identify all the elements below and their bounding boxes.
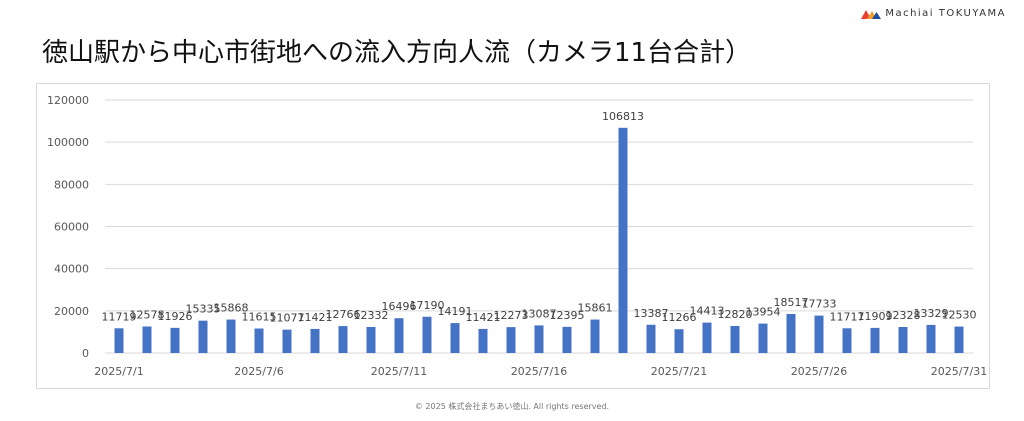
brand-mountains-icon bbox=[861, 9, 882, 19]
brand-peak-blue bbox=[872, 11, 882, 19]
data-label: 11719 bbox=[102, 310, 137, 323]
data-label: 13329 bbox=[914, 307, 949, 320]
data-label: 14191 bbox=[438, 305, 473, 318]
data-label: 12273 bbox=[494, 309, 529, 322]
x-tick-label: 2025/7/6 bbox=[234, 365, 283, 378]
data-label: 12395 bbox=[550, 309, 585, 322]
data-label: 15868 bbox=[214, 302, 249, 315]
bar bbox=[226, 319, 236, 353]
data-label: 11421 bbox=[298, 311, 333, 324]
data-label: 13387 bbox=[634, 307, 669, 320]
data-label: 11266 bbox=[662, 311, 697, 324]
y-tick-label: 60000 bbox=[54, 221, 89, 234]
bar bbox=[534, 325, 544, 353]
bar bbox=[618, 127, 628, 353]
x-tick-label: 2025/7/31 bbox=[931, 365, 987, 378]
bar bbox=[786, 313, 796, 353]
bar bbox=[310, 328, 320, 353]
data-label: 13954 bbox=[746, 306, 781, 319]
y-tick-label: 40000 bbox=[54, 263, 89, 276]
page-title: 徳山駅から中心市街地への流入方向人流（カメラ11台合計） bbox=[42, 38, 752, 68]
bar bbox=[422, 316, 432, 353]
bar bbox=[562, 326, 572, 353]
copyright-footer: © 2025 株式会社まちあい徳山. All rights reserved. bbox=[414, 402, 610, 411]
bar bbox=[170, 327, 180, 353]
bar bbox=[702, 322, 712, 353]
brand-name: Machiai TOKUYAMA bbox=[885, 8, 1006, 19]
bar bbox=[646, 324, 656, 353]
bar bbox=[674, 329, 684, 353]
y-tick-label: 80000 bbox=[54, 178, 89, 191]
bar bbox=[394, 318, 404, 353]
bar bbox=[758, 323, 768, 353]
data-label: 12820 bbox=[718, 308, 753, 321]
bar bbox=[926, 324, 936, 353]
bar bbox=[870, 327, 880, 353]
data-label: 106813 bbox=[602, 110, 644, 123]
data-label: 11909 bbox=[858, 310, 893, 323]
bar bbox=[338, 326, 348, 353]
x-tick-label: 2025/7/11 bbox=[371, 365, 427, 378]
data-label: 16496 bbox=[382, 300, 417, 313]
data-label: 14413 bbox=[690, 305, 725, 318]
chart-frame: 0 20000 40000 60000 80000 100000 120000 11719 12… bbox=[36, 83, 990, 389]
bar bbox=[814, 315, 824, 353]
data-label: 17733 bbox=[802, 298, 837, 311]
data-label: 11615 bbox=[242, 311, 277, 324]
bar bbox=[114, 328, 124, 353]
bar bbox=[198, 320, 208, 353]
x-tick-label: 2025/7/21 bbox=[651, 365, 707, 378]
data-label: 15335 bbox=[186, 303, 221, 316]
data-label: 12530 bbox=[942, 309, 977, 322]
data-label: 12332 bbox=[354, 309, 389, 322]
bar bbox=[954, 326, 964, 353]
data-label: 11717 bbox=[830, 310, 865, 323]
bar bbox=[842, 328, 852, 353]
data-label: 11926 bbox=[158, 310, 193, 323]
data-label: 12766 bbox=[326, 308, 361, 321]
data-label: 12578 bbox=[130, 308, 165, 321]
data-label: 11077 bbox=[270, 312, 305, 325]
data-label: 18517 bbox=[774, 296, 809, 309]
bar bbox=[898, 327, 908, 353]
data-label: 12328 bbox=[886, 309, 921, 322]
bar bbox=[366, 327, 376, 353]
y-tick-label: 0 bbox=[82, 347, 89, 360]
x-tick-label: 2025/7/26 bbox=[791, 365, 847, 378]
bar bbox=[478, 328, 488, 353]
data-label: 13087 bbox=[522, 307, 557, 320]
bar bbox=[282, 329, 292, 353]
x-tick-label: 2025/7/1 bbox=[94, 365, 143, 378]
data-label: 17190 bbox=[410, 299, 445, 312]
bar bbox=[254, 328, 264, 353]
bar-chart: 0200004000060000800001000001200001171912… bbox=[47, 94, 987, 378]
bar bbox=[590, 319, 600, 353]
y-tick-label: 120000 bbox=[47, 94, 89, 107]
bar bbox=[506, 327, 516, 353]
y-tick-label: 100000 bbox=[47, 136, 89, 149]
data-label: 11421 bbox=[466, 311, 501, 324]
bar bbox=[142, 326, 152, 353]
data-label: 15861 bbox=[578, 302, 613, 315]
brand-logo: Machiai TOKUYAMA bbox=[861, 8, 1006, 19]
bar bbox=[730, 325, 740, 353]
y-tick-label: 20000 bbox=[54, 305, 89, 318]
x-tick-label: 2025/7/16 bbox=[511, 365, 567, 378]
bar bbox=[450, 323, 460, 353]
